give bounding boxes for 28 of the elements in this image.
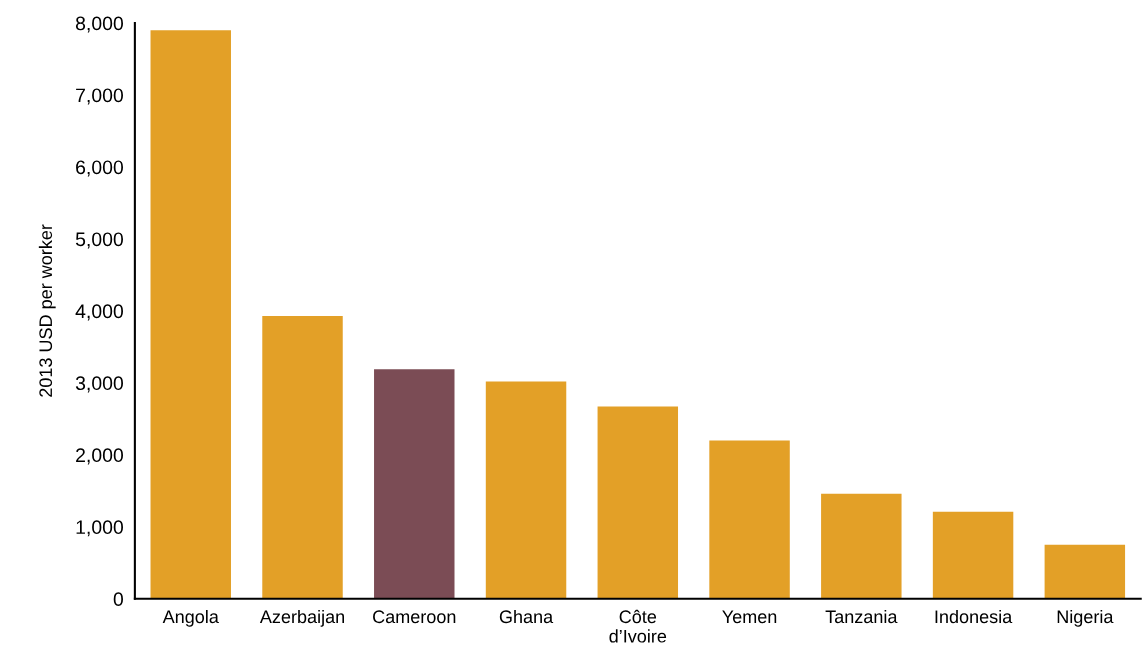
- y-tick-label: 2,000: [76, 448, 124, 465]
- x-tick-label: Cameroon: [373, 610, 456, 624]
- y-tick-label: 7,000: [76, 88, 124, 105]
- bar: [374, 369, 455, 599]
- bar: [1044, 544, 1126, 599]
- y-tick-label: 6,000: [76, 160, 124, 177]
- x-tick-label: Indonesia: [935, 609, 1013, 624]
- y-tick-label: 1,000: [76, 520, 124, 537]
- bar: [709, 440, 790, 599]
- y-tick-label: 4,000: [75, 304, 124, 321]
- bar: [150, 30, 231, 599]
- y-axis-title: 2013 USD per worker: [38, 224, 56, 397]
- bar: [485, 381, 567, 599]
- y-tick-label: 5,000: [75, 232, 124, 249]
- bar: [932, 511, 1014, 599]
- x-tick-label: Azerbaijan: [259, 609, 344, 627]
- x-tick-label: Angola: [162, 609, 219, 627]
- bar: [262, 315, 343, 599]
- x-tick-label: Ghana: [499, 609, 554, 624]
- x-tick-label: Tanzania: [825, 609, 898, 624]
- y-tick-label: 3,000: [75, 376, 124, 393]
- y-tick-label: 8,000: [75, 16, 124, 33]
- x-tick-label: Yemen: [722, 610, 777, 624]
- y-tick-label: 0: [113, 592, 123, 607]
- bar: [821, 493, 902, 599]
- x-tick-label: Nigeria: [1057, 609, 1114, 627]
- bar: [597, 406, 679, 599]
- x-tick-label: Côte d’Ivoire: [609, 609, 667, 643]
